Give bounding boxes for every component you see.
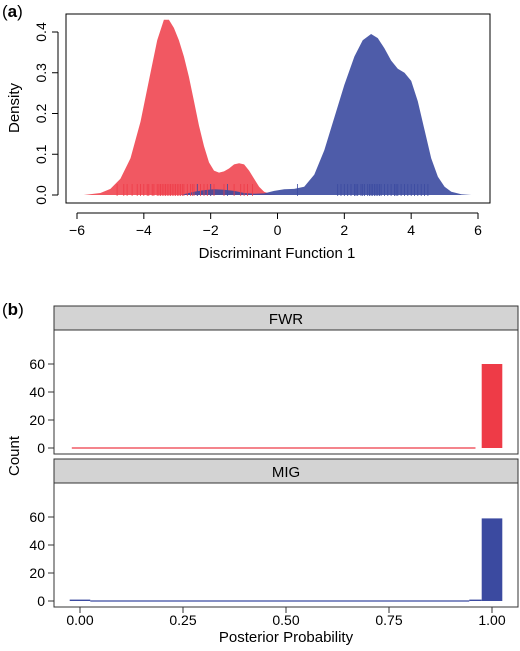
- y-tick-label: 0.2: [33, 104, 49, 124]
- facet-fwr: FWR 0 20 40 60: [29, 305, 519, 456]
- x-tick-label: −6: [69, 222, 85, 238]
- histogram-bars-fwr: [71, 364, 503, 449]
- x-axis-title-b: Posterior Probability: [219, 629, 354, 646]
- x-tick-label: −2: [203, 222, 219, 238]
- x-axis-mig: 0.00 0.25 0.50 0.75 1.00: [66, 607, 506, 628]
- y-tick-label: 40: [29, 537, 45, 553]
- y-tick-label: 20: [29, 565, 45, 581]
- x-tick-label: 4: [407, 222, 415, 238]
- y-tick-label: 0.3: [33, 63, 49, 83]
- density-curves: [83, 19, 472, 195]
- x-tick-label: 0.50: [272, 612, 299, 628]
- panel-b-label: (b): [2, 300, 24, 319]
- facet-panel-mig: [53, 482, 519, 608]
- density-series-1: [180, 34, 472, 195]
- facet-label-fwr: FWR: [269, 311, 303, 328]
- y-axis-mig: 0 20 40 60: [29, 509, 54, 609]
- facet-label-mig: MIG: [272, 464, 300, 481]
- histogram-bars-mig: [69, 518, 503, 602]
- x-tick-label: 0: [274, 222, 282, 238]
- x-tick-label: 1.00: [478, 612, 505, 628]
- y-axis-fwr: 0 20 40 60: [29, 356, 54, 456]
- y-axis-title-b: Count: [6, 435, 23, 476]
- x-tick-label: 6: [474, 222, 482, 238]
- facet-mig: MIG 0 20 40 60 0.00 0.25 0.50 0.75 1.00: [29, 458, 519, 628]
- y-tick-label: 0.1: [33, 144, 49, 164]
- y-axis: 0.0 0.1 0.2 0.3 0.4: [33, 22, 59, 205]
- y-tick-label: 20: [29, 412, 45, 428]
- y-tick-label: 0.4: [33, 22, 49, 42]
- y-tick-label: 0: [37, 593, 45, 609]
- histogram-bar: [69, 599, 91, 601]
- y-tick-label: 0.0: [33, 185, 49, 205]
- density-plot: −6 −4 −2 0 2 4 6 0.0 0.1 0.2 0.3 0.4 Discriminant …: [6, 13, 491, 262]
- density-series-0: [83, 19, 278, 195]
- x-axis-title: Discriminant Function 1: [199, 245, 356, 262]
- histogram-bar: [469, 599, 482, 601]
- facet-strip-mig: [53, 458, 519, 484]
- histogram-bar: [481, 518, 503, 601]
- facet-panel-fwr: [53, 329, 519, 455]
- y-tick-label: 60: [29, 509, 45, 525]
- y-axis-title: Density: [6, 82, 23, 133]
- y-tick-label: 40: [29, 384, 45, 400]
- density-plot-frame: [65, 13, 491, 204]
- x-tick-label: 0.25: [169, 612, 196, 628]
- x-tick-label: −4: [136, 222, 152, 238]
- histogram-bar: [481, 364, 503, 448]
- x-tick-label: 0.00: [66, 612, 93, 628]
- x-tick-label: 0.75: [375, 612, 402, 628]
- facet-strip-fwr: [53, 305, 519, 331]
- x-axis: −6 −4 −2 0 2 4 6: [69, 212, 482, 238]
- y-tick-label: 60: [29, 356, 45, 372]
- x-tick-label: 2: [340, 222, 348, 238]
- rug-marks: [116, 184, 429, 196]
- panel-a-label: (a): [2, 2, 23, 21]
- y-tick-label: 0: [37, 440, 45, 456]
